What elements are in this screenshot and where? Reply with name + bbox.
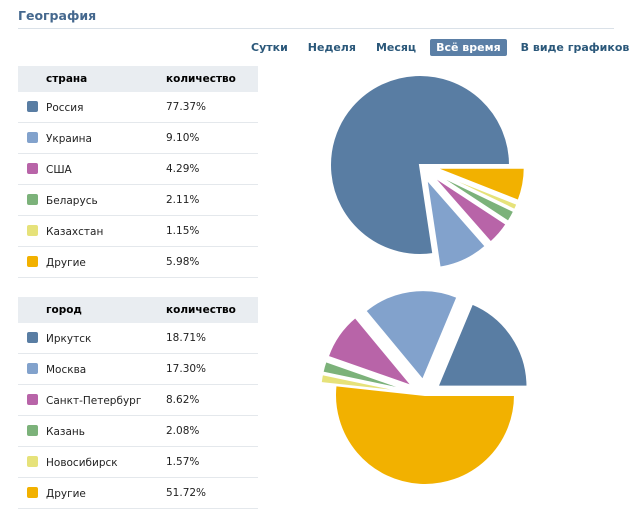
table-row: Санкт-Петербург 8.62% <box>18 384 258 416</box>
city-name: Санкт-Петербург <box>46 394 142 407</box>
cities-pie-chart <box>319 290 529 486</box>
table-row: Беларусь 2.11% <box>18 184 258 216</box>
table-row: Украина 9.10% <box>18 122 258 154</box>
legend-swatch <box>27 224 38 236</box>
tab-as-charts[interactable]: В виде графиков <box>520 40 630 54</box>
legend-swatch <box>27 162 38 174</box>
legend-swatch <box>27 131 38 143</box>
city-value: 8.62% <box>166 384 258 416</box>
country-value: 1.15% <box>166 215 258 247</box>
legend-swatch <box>27 424 38 436</box>
pie-slice-4 <box>432 171 516 224</box>
table-row: Москва 17.30% <box>18 353 258 385</box>
table-row: Россия 77.37% <box>18 92 258 123</box>
city-value: 1.57% <box>166 446 258 478</box>
pie-slice-6 <box>434 166 526 203</box>
column-header-city: город <box>46 304 82 316</box>
countries-table: страна количество Россия 77.37% Украина … <box>18 66 258 278</box>
column-header-country: страна <box>46 73 88 85</box>
pie-slice-5 <box>433 170 519 212</box>
legend-swatch <box>27 255 38 267</box>
pie-slice-2 <box>363 290 459 383</box>
pie-slice-5 <box>319 372 411 394</box>
city-value: 51.72% <box>166 477 258 509</box>
table-row: Другие 5.98% <box>18 246 258 278</box>
country-value: 2.11% <box>166 184 258 216</box>
tab-all-time[interactable]: Всё время <box>430 38 507 56</box>
country-name: Беларусь <box>46 194 98 207</box>
country-value: 9.10% <box>166 122 258 154</box>
city-name: Москва <box>46 363 87 376</box>
period-tabs: Сутки Неделя Месяц Всё время В виде граф… <box>245 37 630 57</box>
pie-slice-1 <box>329 74 512 256</box>
pie-slice-3 <box>430 174 508 244</box>
tab-day[interactable]: Сутки <box>251 40 288 54</box>
city-name: Иркутск <box>46 332 92 345</box>
pie-slice-6 <box>334 384 517 486</box>
country-name: Украина <box>46 132 92 145</box>
country-value: 5.98% <box>166 246 258 278</box>
legend-swatch <box>27 362 38 374</box>
column-header-count: количество <box>166 66 258 92</box>
table-row: Новосибирск 1.57% <box>18 446 258 478</box>
city-value: 2.08% <box>166 415 258 447</box>
legend-swatch <box>27 193 38 205</box>
legend-swatch <box>27 486 38 498</box>
table-row: Казань 2.08% <box>18 415 258 447</box>
pie-slice-3 <box>326 315 416 389</box>
countries-table-header: страна количество <box>18 66 258 92</box>
cities-table: город количество Иркутск 18.71% Москва 1… <box>18 297 258 509</box>
table-row: Иркутск 18.71% <box>18 323 258 354</box>
tab-month[interactable]: Месяц <box>375 40 417 54</box>
pie-slice-2 <box>424 175 488 269</box>
city-value: 18.71% <box>166 323 258 354</box>
city-name: Новосибирск <box>46 456 118 469</box>
legend-swatch <box>27 455 38 467</box>
pie-slice-1 <box>435 302 529 388</box>
legend-swatch <box>27 393 38 405</box>
table-row: США 4.29% <box>18 153 258 185</box>
column-header-count: количество <box>166 297 258 323</box>
pie-slice-4 <box>321 359 411 392</box>
page-title: География <box>18 8 97 23</box>
country-name: Казахстан <box>46 225 104 238</box>
country-value: 77.37% <box>166 92 258 123</box>
country-name: США <box>46 163 72 176</box>
cities-table-header: город количество <box>18 297 258 323</box>
city-value: 17.30% <box>166 353 258 385</box>
title-divider <box>18 28 614 29</box>
country-name: Другие <box>46 256 86 269</box>
tab-week[interactable]: Неделя <box>307 40 356 54</box>
table-row: Казахстан 1.15% <box>18 215 258 247</box>
country-name: Россия <box>46 101 84 114</box>
countries-pie-chart <box>329 74 526 269</box>
table-row: Другие 51.72% <box>18 477 258 509</box>
legend-swatch <box>27 331 38 343</box>
legend-swatch <box>27 100 38 112</box>
country-value: 4.29% <box>166 153 258 185</box>
city-name: Другие <box>46 487 86 500</box>
city-name: Казань <box>46 425 85 438</box>
